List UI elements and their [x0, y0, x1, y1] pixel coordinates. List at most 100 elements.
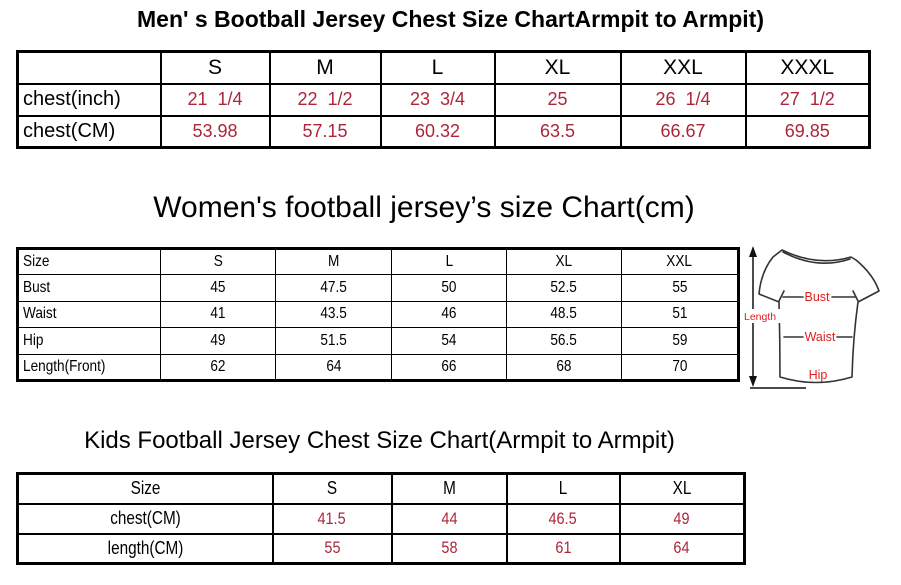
- hip-label: Hip: [809, 368, 828, 382]
- size-value-cell: 66: [391, 353, 507, 381]
- size-value-cell: 58: [390, 532, 508, 565]
- header-row: Size S M L XL: [16, 472, 746, 505]
- size-value-cell: 23 3/4: [379, 82, 496, 117]
- size-value-cell: 53.98: [159, 114, 271, 149]
- cell-text: 66: [441, 357, 457, 375]
- tshirt-outline: [758, 249, 880, 384]
- size-value-cell: 22 1/2: [268, 82, 382, 117]
- kids-chart-title: Kids Football Jersey Chest Size Chart(Ar…: [84, 427, 675, 454]
- column-header-s: S: [159, 50, 271, 85]
- cell-text: 58: [440, 538, 458, 558]
- size-value-cell: 46.5: [505, 502, 621, 535]
- cell-text: Waist: [23, 305, 57, 323]
- cell-text: XL: [544, 55, 571, 79]
- cell-text: M: [316, 55, 334, 79]
- length-label-bg: [743, 309, 781, 323]
- men-chart-title: Men' s Bootball Jersey Chest Size ChartA…: [137, 6, 764, 32]
- cell-text: 49: [210, 331, 226, 349]
- cell-text: 66.67: [660, 120, 706, 141]
- table-row: Bust 45 47.5 50 52.5 55: [17, 274, 739, 302]
- size-value-cell: 61: [505, 532, 621, 565]
- size-value-cell: 51.5: [275, 327, 392, 355]
- bust-label: Bust: [804, 290, 830, 304]
- column-header-xl: XL: [493, 50, 622, 85]
- table-row: length(CM) 55 58 61 64: [16, 532, 746, 565]
- cell-text: 55: [323, 538, 341, 558]
- size-value-cell: 70: [621, 353, 739, 381]
- cell-text: 64: [325, 357, 342, 375]
- length-arrow-head-top: [749, 246, 757, 257]
- cell-text: 22 1/2: [297, 89, 353, 109]
- column-header-size: Size: [16, 472, 274, 505]
- size-value-cell: 45: [160, 274, 276, 302]
- cell-text: M: [442, 478, 456, 499]
- size-value-cell: 49: [618, 502, 746, 535]
- cell-text: L: [558, 478, 568, 499]
- cell-text: 57.15: [302, 120, 348, 141]
- size-value-cell: 64: [275, 353, 392, 381]
- cell-text: Length(Front): [23, 357, 106, 375]
- cell-text: 59: [671, 331, 688, 349]
- size-value-cell: 26 1/4: [619, 82, 747, 117]
- kids-size-table: Size S M L XL chest(CM) 41.5 44 46.5 49 length(CM)…: [16, 472, 746, 565]
- size-value-cell: 47.5: [275, 274, 392, 302]
- collar-inner-line: [782, 251, 851, 264]
- row-label: chest(CM): [16, 502, 274, 535]
- cell-text: 55: [671, 279, 688, 297]
- row-label: chest(CM): [16, 114, 162, 149]
- column-header-l: L: [505, 472, 621, 505]
- column-header-xl: XL: [618, 472, 746, 505]
- cell-text: M: [327, 253, 340, 271]
- size-value-cell: 55: [271, 532, 393, 565]
- row-label: Waist: [17, 300, 161, 329]
- tshirt-measure-diagram: Length Bust Waist Hip: [743, 246, 880, 389]
- cell-text: 23 3/4: [409, 89, 466, 109]
- cell-text: 27 1/2: [779, 89, 835, 109]
- cell-text: 51: [671, 305, 688, 323]
- size-value-cell: 69.85: [744, 114, 871, 149]
- column-header-l: L: [391, 247, 507, 276]
- row-label: Hip: [17, 327, 161, 355]
- cell-text: Size: [130, 478, 161, 499]
- size-value-cell: 62: [160, 353, 276, 381]
- size-value-cell: 25: [493, 82, 622, 117]
- cell-text: 54: [441, 331, 457, 349]
- cell-text: S: [207, 55, 222, 79]
- column-header-xxl: XXL: [621, 247, 739, 276]
- cell-text: XL: [672, 478, 692, 499]
- cell-text: XXXL: [780, 55, 835, 79]
- size-value-cell: 60.32: [379, 114, 496, 149]
- cell-text: 46: [441, 305, 457, 323]
- cell-text: XXL: [666, 253, 693, 271]
- cell-text: 69.85: [784, 120, 830, 141]
- table-row: Length(Front) 62 64 66 68 70: [17, 353, 739, 381]
- cell-text: 45: [210, 279, 226, 297]
- cell-text: 62: [210, 357, 226, 375]
- cell-text: 41.5: [317, 508, 347, 528]
- row-label: Length(Front): [17, 353, 161, 381]
- size-value-cell: 48.5: [506, 300, 622, 329]
- cell-text: 49: [673, 508, 690, 528]
- cell-text: chest(inch): [23, 88, 121, 110]
- size-value-cell: 44: [390, 502, 508, 535]
- size-value-cell: 63.5: [493, 114, 622, 149]
- size-value-cell: 46: [391, 300, 507, 329]
- column-header-size: Size: [17, 247, 161, 276]
- cell-text: Bust: [23, 279, 51, 297]
- cell-text: 70: [671, 357, 688, 375]
- cell-text: 46.5: [548, 508, 578, 528]
- cell-text: L: [445, 253, 453, 271]
- cell-text: chest(CM): [109, 508, 181, 528]
- column-header-m: M: [390, 472, 508, 505]
- cell-text: 64: [673, 538, 690, 558]
- table-row: chest(inch) 21 1/4 22 1/2 23 3/4 25 26 1/4 27 …: [16, 82, 871, 117]
- column-header-l: L: [379, 50, 496, 85]
- left-underarm-seam: [778, 290, 785, 302]
- cell-text: 50: [441, 279, 457, 297]
- cell-text: XL: [555, 253, 573, 271]
- cell-text: 44: [440, 508, 458, 528]
- size-value-cell: 50: [391, 274, 507, 302]
- size-value-cell: 41: [160, 300, 276, 329]
- cell-text: S: [326, 478, 338, 499]
